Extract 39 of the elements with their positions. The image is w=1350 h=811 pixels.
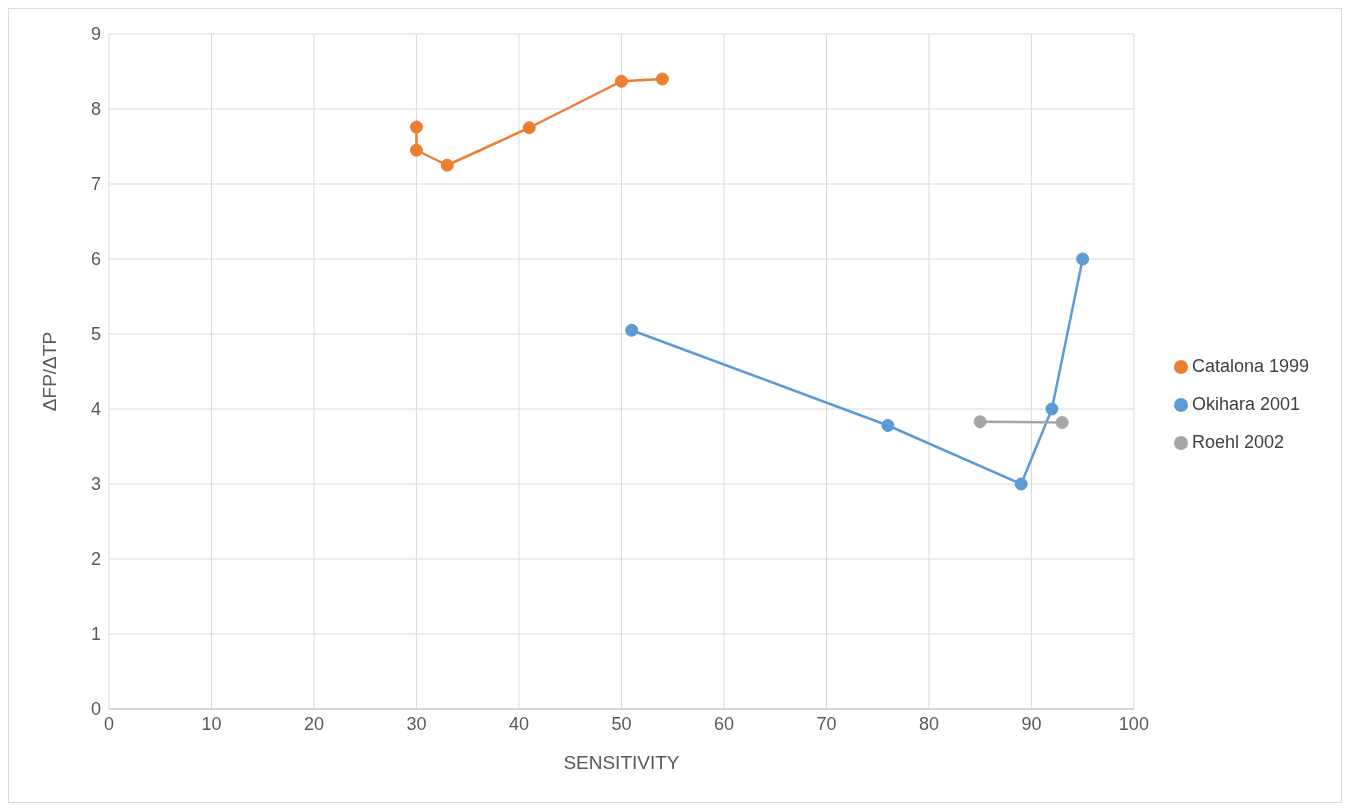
- y-axis-title: ΔFP/ΔTP: [38, 331, 60, 412]
- point: [655, 72, 669, 86]
- point: [973, 415, 987, 429]
- y-tick-label: 6: [90, 249, 101, 270]
- x-tick-label: 80: [918, 713, 939, 734]
- x-tick-label: 0: [103, 713, 115, 734]
- y-tick-label: 5: [90, 324, 101, 345]
- y-tick-label: 7: [90, 174, 101, 195]
- legend-label: Roehl 2002: [1191, 432, 1284, 452]
- point: [409, 143, 423, 157]
- x-tick-label: 70: [816, 713, 837, 734]
- point: [440, 158, 454, 172]
- x-tick-label: 100: [1118, 713, 1149, 734]
- y-tick-label: 3: [90, 474, 101, 495]
- x-tick-label: 20: [303, 713, 324, 734]
- x-tick-label: 50: [611, 713, 632, 734]
- x-axis-title: SENSITIVITY: [563, 752, 680, 773]
- point: [1076, 252, 1090, 266]
- point: [522, 121, 536, 135]
- y-tick-label: 2: [90, 549, 101, 570]
- x-tick-label: 40: [508, 713, 529, 734]
- y-tick-label: 0: [90, 699, 101, 720]
- x-tick-label: 60: [713, 713, 734, 734]
- legend-label: Okihara 2001: [1191, 394, 1300, 414]
- point: [625, 323, 639, 337]
- point: [409, 120, 423, 134]
- point: [1045, 402, 1059, 416]
- point: [881, 419, 895, 432]
- x-tick-label: 30: [406, 713, 427, 734]
- point: [614, 74, 628, 88]
- point: [1014, 477, 1028, 491]
- y-tick-label: 1: [90, 624, 101, 645]
- y-tick-label: 4: [90, 399, 101, 420]
- legend-label: Catalona 1999: [1191, 356, 1309, 376]
- point: [1055, 416, 1069, 429]
- y-tick-label: 9: [90, 24, 101, 45]
- y-tick-label: 8: [90, 99, 101, 120]
- x-tick-label: 10: [201, 713, 222, 734]
- x-tick-label: 90: [1021, 713, 1042, 734]
